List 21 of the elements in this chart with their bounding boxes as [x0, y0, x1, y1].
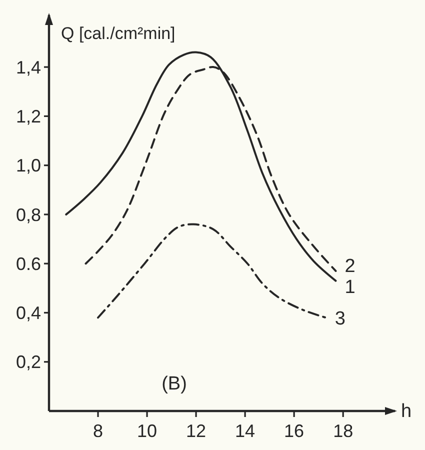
x-tick-label: 12: [186, 421, 206, 441]
y-axis-title: Q [cal./cm²min]: [61, 24, 176, 43]
annotation: (B): [162, 374, 187, 395]
x-tick-label: 8: [93, 421, 104, 441]
y-tick-label: 0,8: [16, 204, 41, 225]
x-tick-label: 10: [137, 421, 158, 441]
series-label: 1: [344, 277, 356, 298]
y-tick-label: 1,0: [16, 156, 41, 176]
line-series: [65, 51, 337, 282]
y-tick-label: 0,2: [16, 352, 41, 372]
series-label: 2: [344, 256, 356, 278]
x-axis-title: h: [401, 401, 412, 422]
y-tick-label: 1,4: [16, 57, 41, 78]
line-series: [97, 223, 327, 319]
x-tick-label: 14: [235, 421, 256, 441]
y-tick-label: 1,2: [16, 106, 41, 126]
y-tick-label: 0,4: [16, 303, 41, 324]
x-tick-label: 16: [284, 421, 304, 441]
y-tick-label: 0.6: [16, 254, 41, 274]
x-tick-label: 18: [333, 421, 354, 441]
series-label: 3: [334, 308, 346, 330]
